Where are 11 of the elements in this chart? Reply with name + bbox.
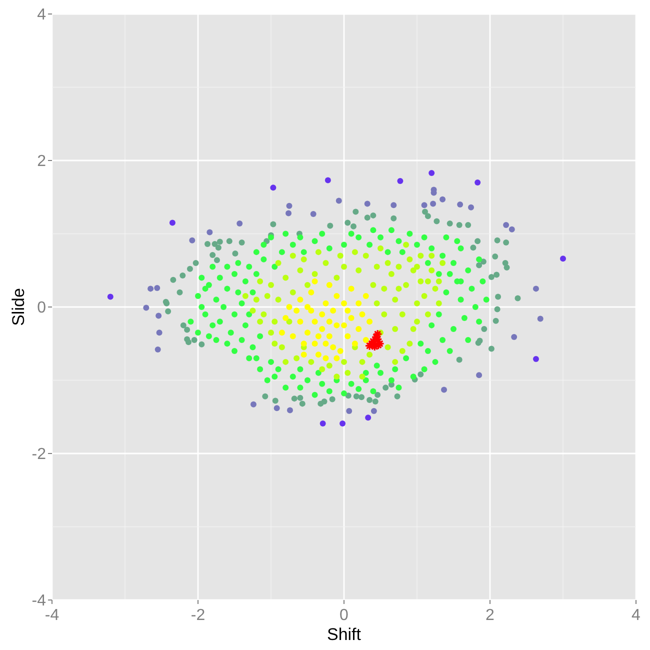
y-tick-label: -2 (32, 446, 46, 464)
y-tick-label: 0 (37, 300, 46, 317)
x-axis-title: Shift (326, 625, 362, 644)
x-tick-label: 2 (486, 607, 495, 624)
x-tick-label: 0 (340, 607, 349, 624)
x-tick-label: 4 (632, 607, 641, 624)
y-tick-label: -4 (32, 592, 46, 610)
x-tick-label: -2 (190, 607, 206, 624)
y-axis-title: Slide (9, 288, 28, 326)
y-tick-label: 4 (37, 6, 46, 24)
y-tick-label: 2 (37, 153, 46, 170)
